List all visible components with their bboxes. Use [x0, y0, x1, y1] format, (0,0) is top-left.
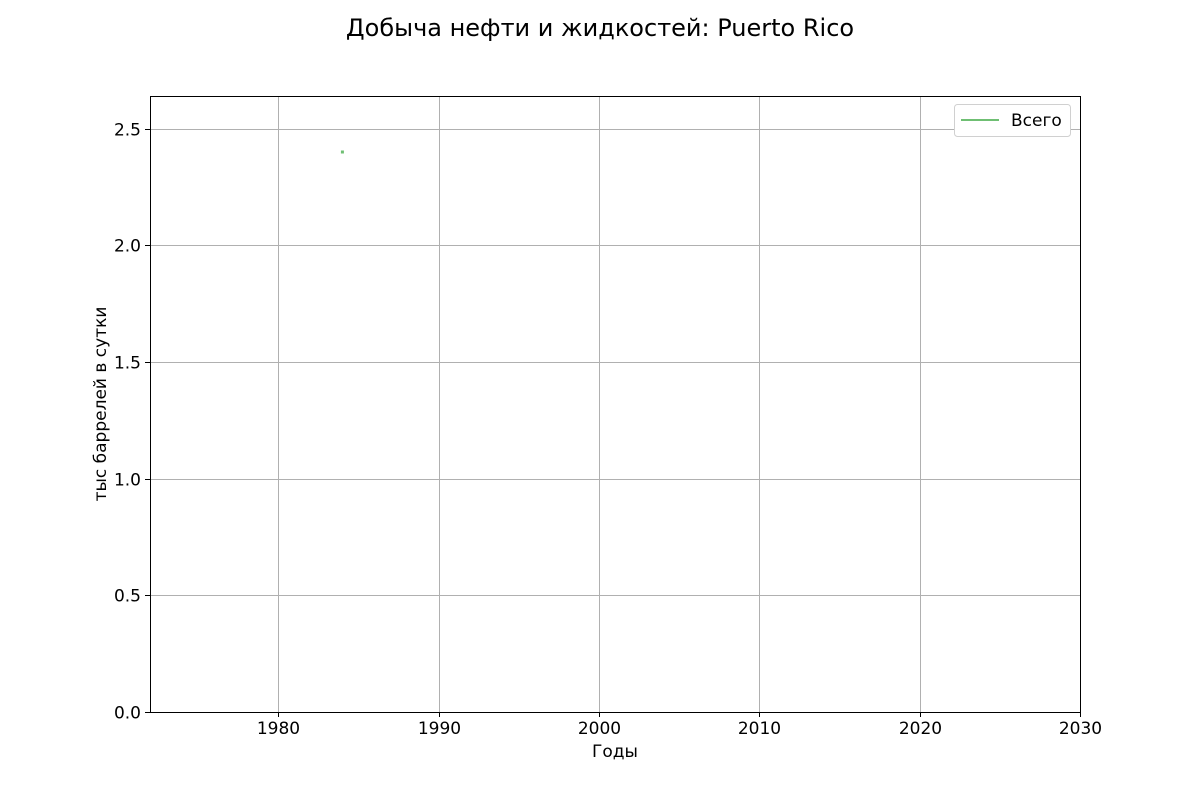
x-tick-label: 1980	[257, 719, 300, 739]
data-point	[340, 150, 344, 154]
y-tick-label: 2.0	[114, 237, 141, 257]
y-axis-label: тыс баррелей в сутки	[91, 307, 111, 502]
y-tick-label: 0.0	[114, 704, 141, 724]
y-tick-label: 0.5	[114, 587, 141, 607]
series-layer	[340, 150, 344, 154]
x-tick-label: 2010	[738, 719, 781, 739]
y-tick-label: 2.5	[114, 121, 141, 141]
x-axis-label: Годы	[592, 742, 638, 762]
y-axis-ticks: 0.0 0.5 1.0 1.5 2.0 2.5	[114, 121, 150, 724]
legend: Всего	[954, 104, 1071, 137]
y-tick-label: 1.5	[114, 354, 141, 374]
x-axis-ticks: 1980 1990 2000 2010 2020 2030	[257, 712, 1102, 739]
x-tick-label: 2000	[578, 719, 621, 739]
legend-box	[954, 104, 1071, 137]
x-tick-label: 2030	[1059, 719, 1102, 739]
legend-label-total: Всего	[1011, 111, 1062, 131]
y-tick-label: 1.0	[114, 471, 141, 491]
x-tick-label: 2020	[899, 719, 942, 739]
grid	[150, 96, 1081, 713]
plot-frame	[150, 96, 1081, 713]
chart-title: Добыча нефти и жидкостей: Puerto Rico	[346, 14, 854, 42]
x-tick-label: 1990	[418, 719, 461, 739]
